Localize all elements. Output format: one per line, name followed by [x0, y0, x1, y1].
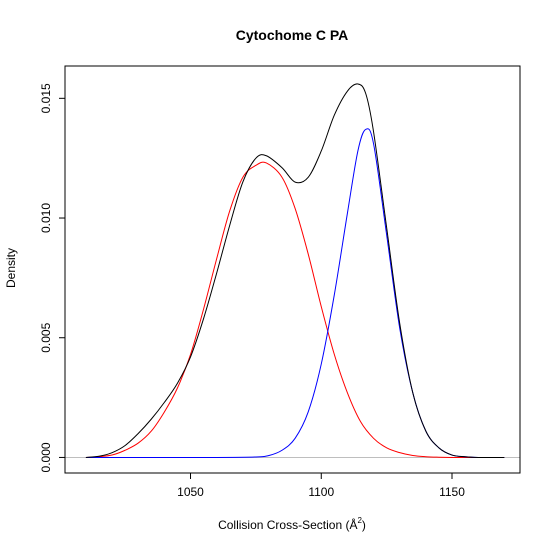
x-axis-label: Collision Cross-Section (Å2) — [218, 516, 366, 532]
x-axis-label-suffix: ) — [362, 518, 366, 532]
y-axis-label: Density — [4, 248, 18, 288]
chart-title: Cytochome C PA — [236, 27, 349, 43]
x-axis-label-superscript: 2 — [357, 516, 362, 525]
x-axis: 1050 1100 1150 — [177, 472, 465, 499]
series-layer — [85, 83, 505, 458]
y-tick-label: 0.010 — [39, 203, 53, 233]
y-tick-label: 0.000 — [39, 442, 53, 472]
series-line-total — [85, 83, 505, 458]
y-axis: 0.000 0.005 0.010 0.015 — [39, 83, 66, 472]
y-tick-label: 0.015 — [39, 83, 53, 113]
x-axis-label-main: Collision Cross-Section (Å — [218, 517, 357, 532]
y-tick-label: 0.005 — [39, 322, 53, 352]
x-tick-label: 1100 — [308, 485, 334, 499]
series-line-component-1 — [85, 161, 505, 458]
x-tick-label: 1050 — [177, 485, 204, 499]
x-tick-label: 1150 — [439, 485, 465, 499]
